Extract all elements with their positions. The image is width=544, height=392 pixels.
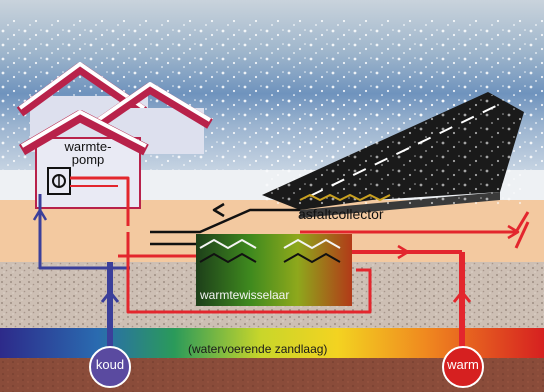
heat-exchanger-zigzags: [199, 238, 341, 264]
house-front: [18, 110, 149, 209]
asphalt-snow: [262, 95, 524, 205]
pipe-network: [32, 176, 530, 348]
label-warm: warm: [447, 357, 479, 372]
label-aquifer: (watervoerende zandlaag): [188, 342, 328, 356]
label-heat-exchanger: warmtewisselaar: [200, 288, 290, 302]
warm-well-badge: [442, 346, 484, 388]
label-asphalt-collector: asfaltcollector: [298, 206, 384, 222]
cold-well-badge: [89, 346, 131, 388]
label-heat-pump: warmte- pomp: [64, 139, 112, 167]
label-cold: koud: [95, 357, 125, 372]
collector-pipe-zigzag: [299, 193, 391, 202]
heat-exchanger: [196, 234, 352, 306]
